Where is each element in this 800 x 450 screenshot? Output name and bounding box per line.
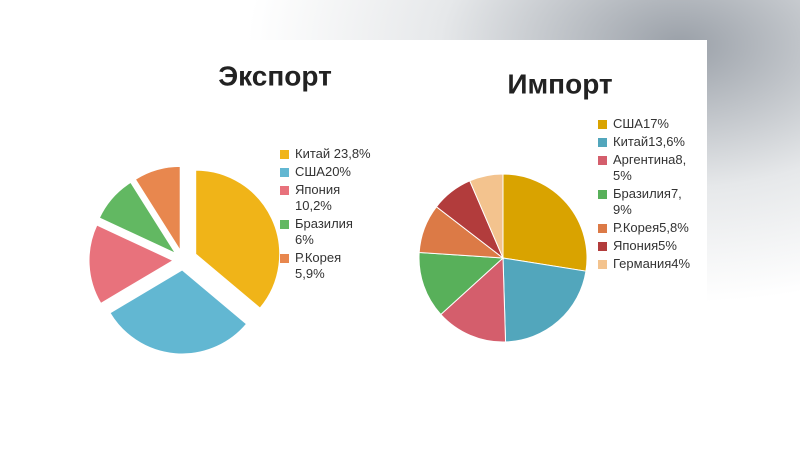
legend-label: Япония5%: [613, 238, 677, 253]
legend-swatch: [598, 224, 607, 233]
pie-slice: [469, 173, 504, 259]
legend-item: Аргентина8,5%: [598, 152, 698, 184]
legend-swatch: [280, 150, 289, 159]
pie-slice: [440, 256, 507, 343]
legend-item: Китай13,6%: [598, 134, 698, 150]
legend-label: Германия4%: [613, 256, 691, 271]
legend-swatch: [598, 260, 607, 269]
legend-label: США20%: [295, 164, 351, 179]
legend-swatch: [280, 254, 289, 263]
legend-label: США17%: [613, 116, 669, 131]
pie-slice: [502, 173, 588, 272]
pie-slice: [98, 181, 177, 255]
legend: США17% Китай13,6% Аргентина8,5% Бразилия7,9…: [598, 116, 698, 274]
legend-item: Р.Корея5,8%: [598, 220, 698, 236]
pie-slice: [109, 269, 248, 355]
legend-swatch: [598, 138, 607, 147]
legend-label: Аргентина8,5%: [613, 152, 687, 183]
pie-slice: [418, 251, 505, 316]
legend-label: Р.Корея 5,9%: [295, 250, 342, 281]
legend-swatch: [598, 156, 607, 165]
legend-item: Китай 23,8%: [280, 146, 372, 162]
pie-slice: [88, 224, 175, 305]
pie-slice: [502, 257, 587, 343]
legend-swatch: [280, 168, 289, 177]
chart-title: Импорт: [507, 68, 612, 99]
chart-title: Экспорт: [218, 60, 332, 91]
legend-swatch: [598, 120, 607, 129]
legend-label: Китай 23,8%: [295, 146, 371, 161]
legend-item: Бразилия7,9%: [598, 186, 698, 218]
legend-item: США20%: [280, 164, 372, 180]
pie-slice: [195, 169, 281, 309]
legend-item: Р.Корея 5,9%: [280, 250, 372, 282]
legend-item: Япония5%: [598, 238, 698, 254]
legend-label: Бразилия 6%: [295, 216, 353, 247]
legend-swatch: [598, 242, 607, 251]
legend-label: Бразилия7,9%: [613, 186, 682, 217]
pie-slice: [134, 165, 181, 253]
legend-item: Япония 10,2%: [280, 182, 372, 214]
legend-label: Япония 10,2%: [295, 182, 341, 213]
legend-swatch: [280, 220, 289, 229]
legend-label: Р.Корея5,8%: [613, 220, 689, 235]
legend-item: США17%: [598, 116, 698, 132]
legend-swatch: [598, 190, 607, 199]
legend-item: Бразилия 6%: [280, 216, 372, 248]
legend-swatch: [280, 186, 289, 195]
legend-label: Китай13,6%: [613, 134, 685, 149]
legend: Китай 23,8% США20% Япония 10,2% Бразилия 6%…: [280, 146, 372, 284]
legend-item: Германия4%: [598, 256, 698, 272]
